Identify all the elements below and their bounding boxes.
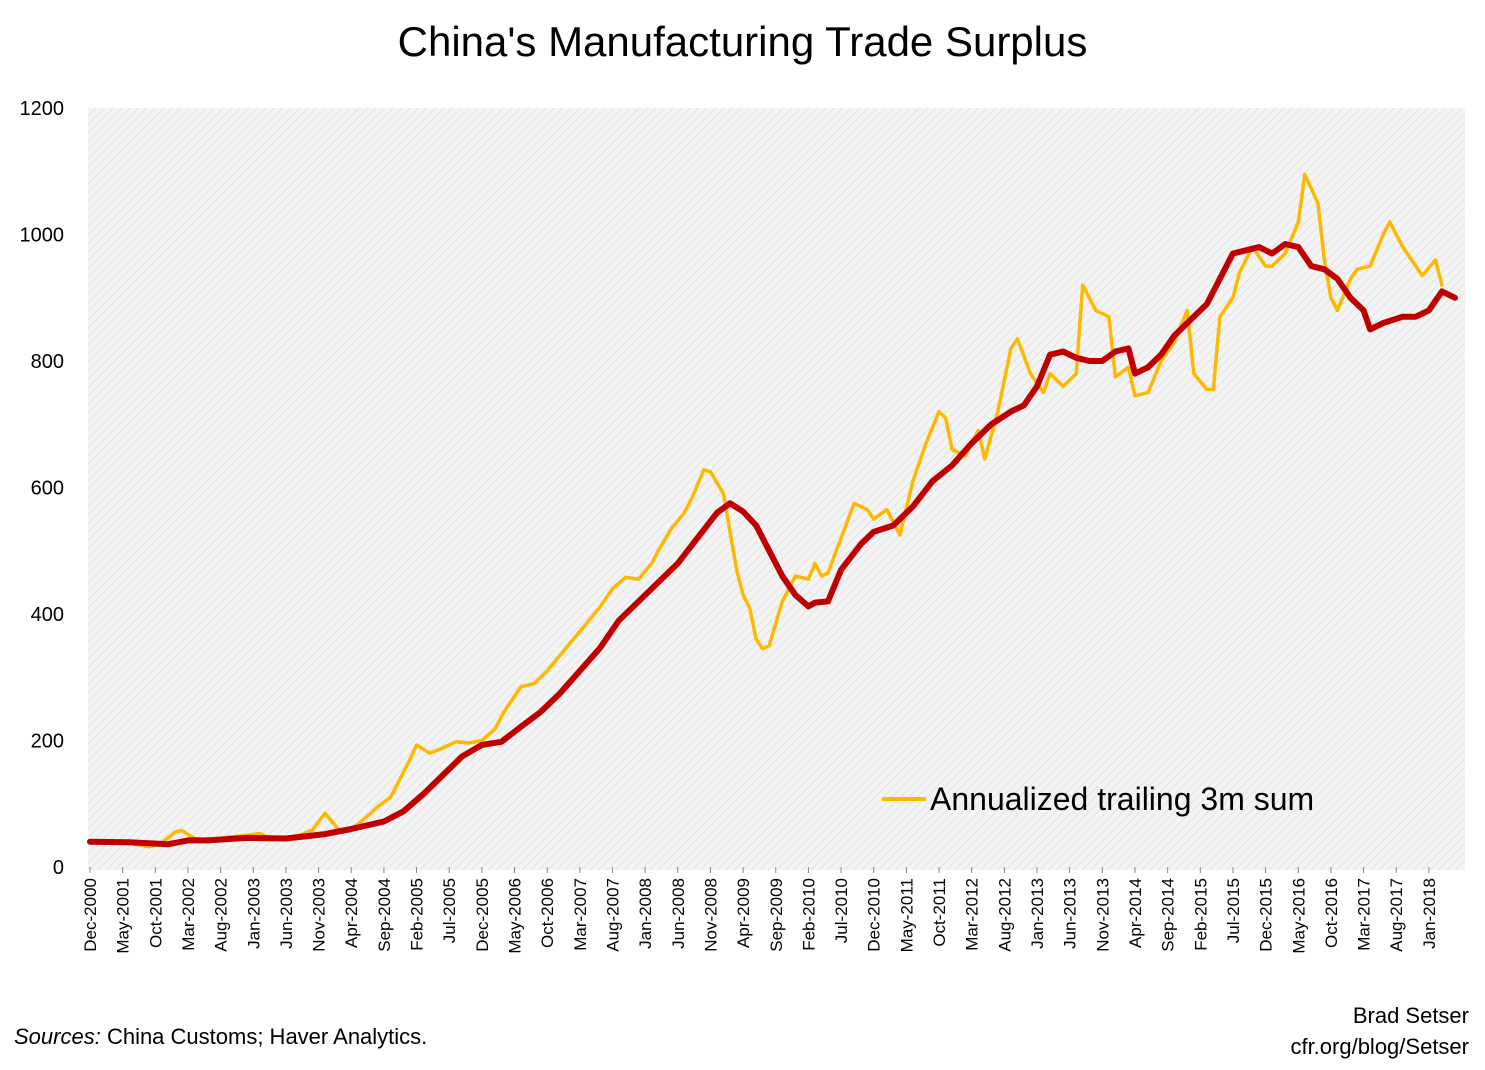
x-tick-label: Jan-2013 [1028, 878, 1047, 949]
x-tick-label: Jan-2003 [244, 878, 263, 949]
x-tick-label: Nov-2008 [701, 878, 720, 952]
x-tick-label: May-2001 [114, 878, 133, 954]
y-tick-label: 0 [53, 857, 64, 879]
x-tick-label: Jul-2005 [440, 878, 459, 943]
x-tick-label: Mar-2002 [179, 878, 198, 951]
x-tick-label: May-2016 [1289, 878, 1308, 954]
x-tick-label: Dec-2010 [865, 878, 884, 952]
x-tick-label: Aug-2012 [995, 878, 1014, 952]
x-tick-label: Jun-2013 [1061, 878, 1080, 949]
x-tick-label: Apr-2004 [342, 878, 361, 948]
x-tick-label: Apr-2009 [734, 878, 753, 948]
credit-name: Brad Setser [1352, 1003, 1469, 1028]
x-tick-label: Jul-2010 [832, 878, 851, 943]
x-tick-label: Jun-2008 [669, 878, 688, 949]
x-tick-label: Jan-2018 [1420, 878, 1439, 949]
x-tick-label: Mar-2012 [963, 878, 982, 951]
sources-text: China Customs; Haver Analytics. [100, 1024, 428, 1049]
x-tick-label: Oct-2011 [930, 878, 949, 947]
series-line-1 [88, 172, 1444, 849]
x-tick-label: Sep-2004 [375, 878, 394, 952]
series-line-2 [87, 241, 1458, 848]
credit: Brad Setser cfr.org/blog/Setser [1290, 1000, 1469, 1062]
x-tick-label: Mar-2007 [571, 878, 590, 951]
x-tick-label: Nov-2013 [1093, 878, 1112, 952]
y-tick-label: 200 [31, 731, 64, 753]
legend: Annualized trailing 3m sum [882, 781, 1314, 817]
series-layer [87, 172, 1458, 849]
y-tick-label: 1200 [20, 98, 65, 120]
x-tick-label: Mar-2017 [1355, 878, 1374, 951]
x-tick-label: Feb-2015 [1191, 878, 1210, 951]
x-tick-label: Apr-2014 [1126, 878, 1145, 948]
y-tick-label: 800 [31, 351, 64, 373]
x-tick-label: Jun-2003 [277, 878, 296, 949]
x-tick-label: May-2006 [506, 878, 525, 954]
x-tick-label: Oct-2016 [1322, 878, 1341, 948]
credit-url: cfr.org/blog/Setser [1290, 1034, 1469, 1059]
x-tick-label: Jan-2008 [636, 878, 655, 949]
sources-label: Sources: [14, 1024, 101, 1049]
x-tick-label: Oct-2006 [538, 878, 557, 948]
x-tick-label: Aug-2007 [603, 878, 622, 952]
y-tick-label: 600 [31, 478, 64, 500]
x-tick-label: Aug-2002 [212, 878, 231, 952]
legend-label: Annualized trailing 3m sum [930, 781, 1314, 817]
y-tick-label: 1000 [20, 225, 65, 247]
x-tick-label: Dec-2000 [81, 878, 100, 952]
x-tick-label: Feb-2010 [799, 878, 818, 951]
x-tick-label: Feb-2005 [408, 878, 427, 951]
x-tick-label: Dec-2015 [1257, 878, 1276, 952]
x-tick-label: Oct-2001 [146, 878, 165, 948]
chart-title: China's Manufacturing Trade Surplus [397, 18, 1088, 65]
x-axis: Dec-2000 May-2001 Oct-2001 Mar-2002 Aug-2002… [81, 867, 1439, 954]
x-tick-label: Nov-2003 [310, 878, 329, 952]
y-axis: 0 200 400 600 800 1000 1200 [20, 98, 65, 879]
x-tick-label: Sep-2009 [767, 878, 786, 952]
x-tick-label: Dec-2005 [473, 878, 492, 952]
x-tick-label: Sep-2014 [1159, 878, 1178, 952]
x-tick-label: Aug-2017 [1387, 878, 1406, 952]
plot-area [88, 108, 1465, 870]
sources-note: Sources: China Customs; Haver Analytics. [14, 1024, 427, 1050]
y-tick-label: 400 [31, 604, 64, 626]
x-tick-label: Jul-2015 [1224, 878, 1243, 943]
x-tick-label: May-2011 [897, 878, 916, 952]
